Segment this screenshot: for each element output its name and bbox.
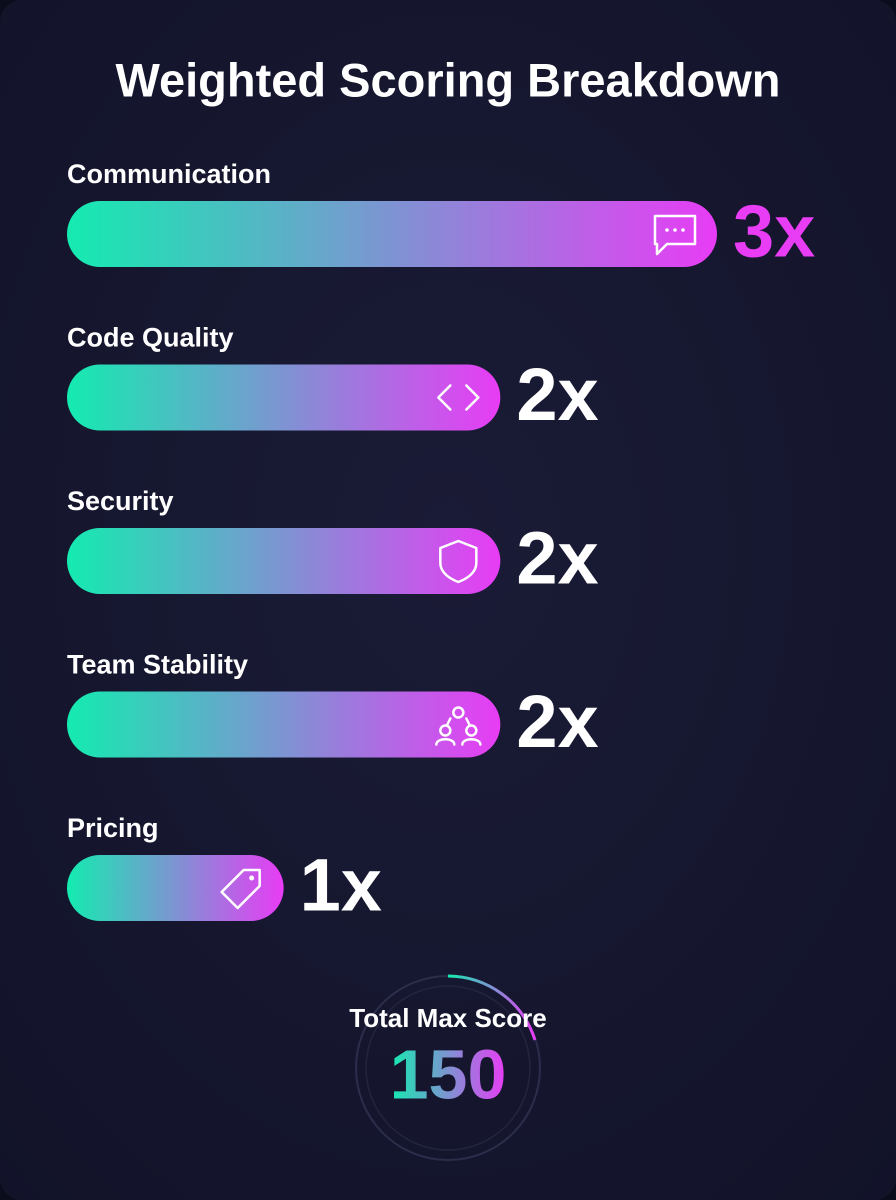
chart-title: Weighted Scoring Breakdown bbox=[115, 53, 780, 106]
value-label: 1x bbox=[300, 844, 382, 927]
icon bbox=[665, 228, 669, 232]
icon bbox=[439, 724, 452, 737]
bar-icon bbox=[653, 214, 697, 256]
icon bbox=[681, 228, 685, 232]
total-value: 150 bbox=[390, 1035, 507, 1113]
value-label: 3x bbox=[733, 190, 815, 273]
value-label: 2x bbox=[516, 517, 598, 600]
bar bbox=[67, 855, 284, 921]
value-label: 2x bbox=[516, 680, 598, 763]
bar bbox=[67, 691, 501, 758]
icon bbox=[673, 228, 677, 232]
bar bbox=[67, 528, 501, 594]
ring-inner bbox=[365, 985, 531, 1151]
category-label: Pricing bbox=[67, 813, 159, 843]
icon bbox=[435, 717, 482, 746]
icon bbox=[465, 724, 478, 737]
icon bbox=[439, 539, 478, 584]
category-label: Security bbox=[67, 486, 174, 516]
bar bbox=[67, 201, 717, 267]
total-badge: Total Max Score 150 bbox=[349, 974, 547, 1161]
category-label: Team Stability bbox=[67, 650, 248, 680]
icon bbox=[437, 384, 480, 411]
value-label: 2x bbox=[516, 353, 598, 436]
bar-icon bbox=[220, 868, 261, 910]
bar bbox=[67, 364, 501, 431]
icon bbox=[220, 868, 261, 910]
category-label: Communication bbox=[67, 159, 271, 189]
category-label: Code Quality bbox=[67, 323, 234, 353]
ring-accent bbox=[447, 974, 537, 1041]
total-label: Total Max Score bbox=[349, 1003, 546, 1033]
bar-icon bbox=[435, 706, 482, 746]
icon bbox=[452, 706, 465, 719]
bar-icon bbox=[437, 384, 480, 411]
icon bbox=[653, 214, 697, 256]
bar-icon bbox=[439, 539, 478, 584]
icon bbox=[249, 875, 255, 881]
